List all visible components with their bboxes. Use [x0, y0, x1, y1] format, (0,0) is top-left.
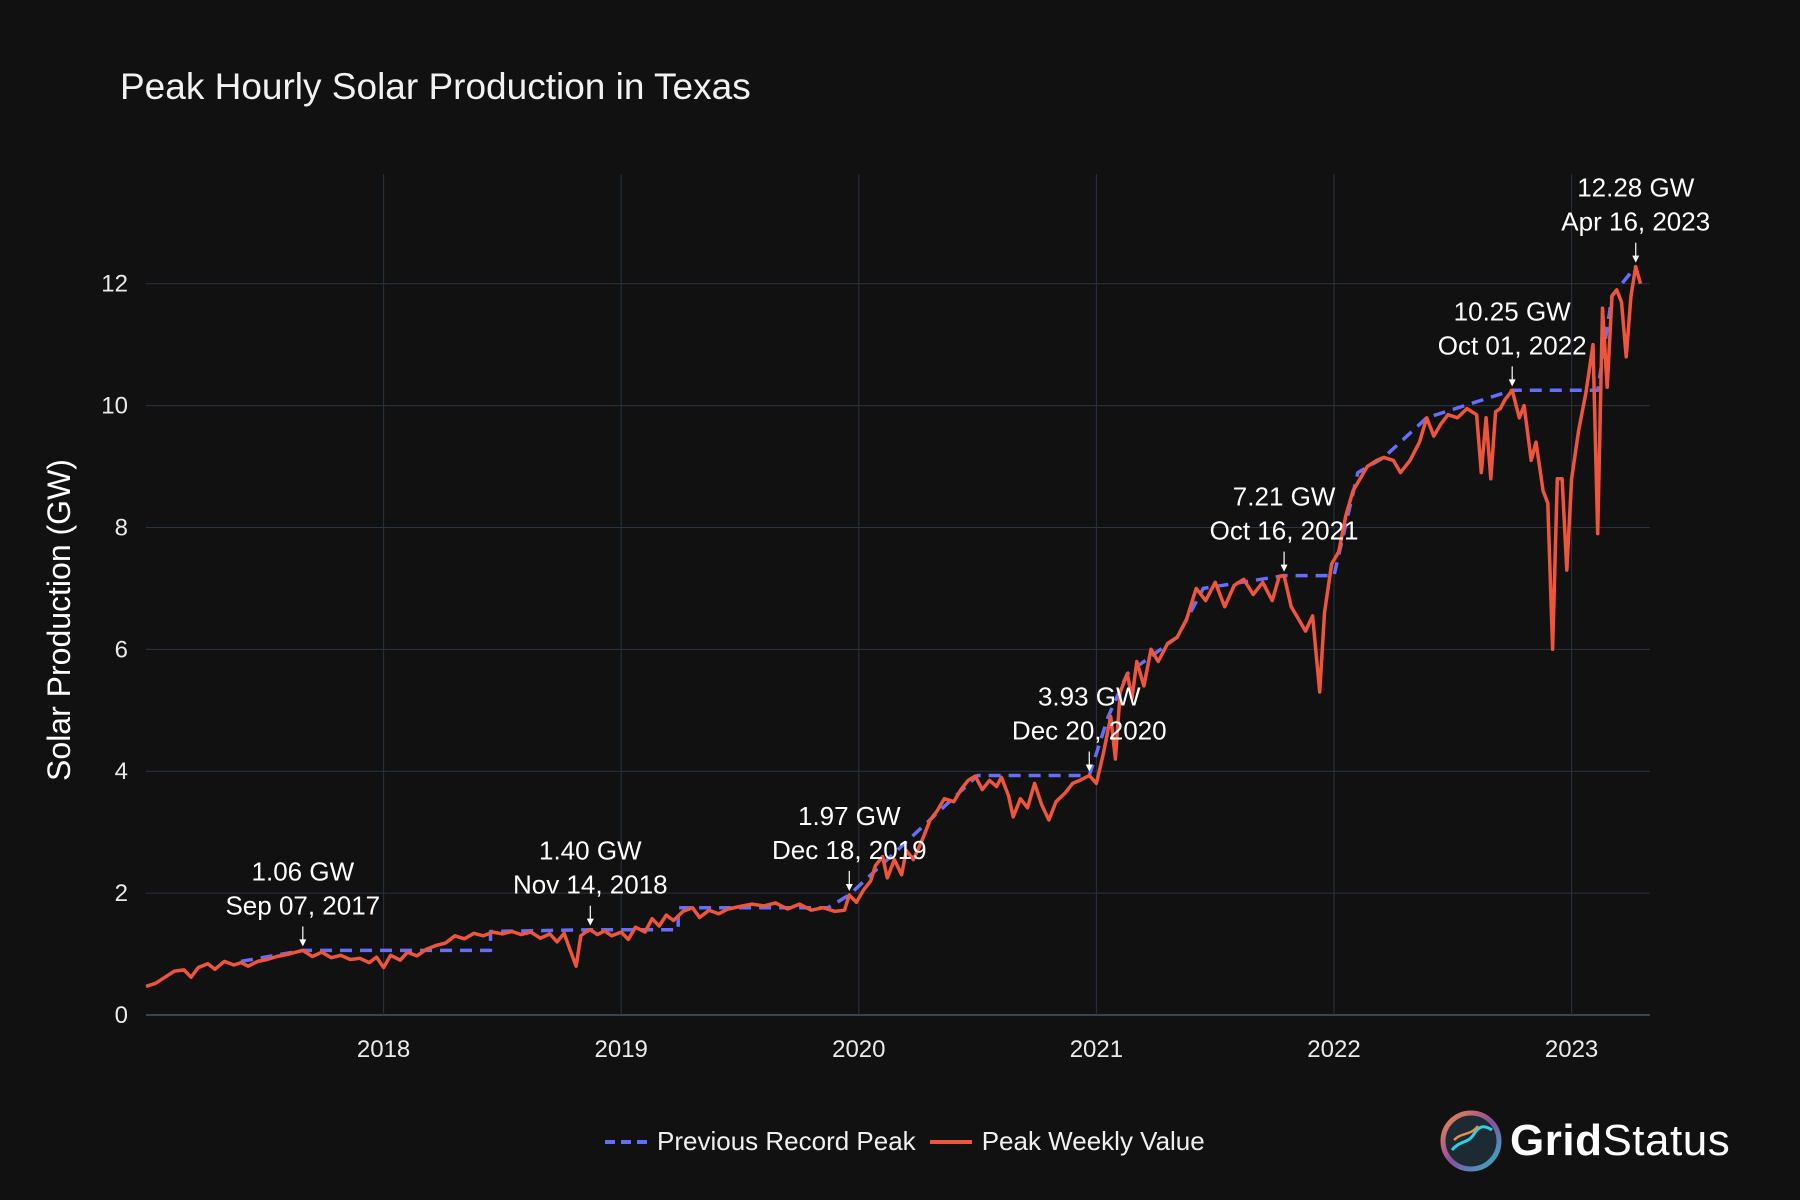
grid-status-logo-icon	[1440, 1110, 1502, 1172]
brand-name-regular: Status	[1602, 1116, 1731, 1165]
annotation-value: 12.28 GW	[1577, 173, 1695, 203]
legend-item-peak-weekly-value[interactable]: Peak Weekly Value	[929, 1126, 1205, 1157]
series-line-peak-weekly-value	[145, 264, 1643, 989]
y-tick-label: 12	[101, 271, 128, 298]
annotation-arrowhead	[1508, 379, 1516, 387]
brand-logo: GridStatus	[1440, 1110, 1730, 1172]
y-tick-label: 6	[115, 636, 128, 663]
legend: Previous Record Peak Peak Weekly Value	[605, 1126, 1219, 1157]
legend-label: Previous Record Peak	[657, 1126, 916, 1156]
x-tick-label: 2018	[357, 1036, 410, 1063]
brand-name: GridStatus	[1510, 1116, 1730, 1166]
annotation-date: Oct 16, 2021	[1210, 516, 1359, 546]
x-tick-label: 2021	[1070, 1036, 1123, 1063]
axis-layer: 0 2 4 6 8 10 12 2018 2019 2020 2021 2022 2023	[101, 271, 1598, 1063]
annotation-date: Sep 07, 2017	[225, 890, 380, 920]
annotation-arrowhead	[1632, 255, 1640, 263]
annotation-layer: Sep 07, 2017 1.06 GW Nov 14, 2018 1.40 GW De…	[225, 173, 1710, 947]
grid-layer	[146, 174, 1650, 1016]
x-tick-label: 2023	[1545, 1036, 1598, 1063]
chart-title: Peak Hourly Solar Production in Texas	[120, 66, 751, 107]
annotation-value: 7.21 GW	[1233, 482, 1336, 512]
x-tick-label: 2020	[832, 1036, 885, 1063]
annotation-value: 1.06 GW	[252, 856, 355, 886]
annotation-value: 3.93 GW	[1038, 681, 1141, 711]
dashed-line-icon	[605, 1139, 647, 1144]
legend-label: Peak Weekly Value	[981, 1126, 1205, 1156]
y-tick-label: 2	[115, 880, 128, 907]
annotation-date: Dec 20, 2020	[1012, 715, 1167, 745]
y-axis-label: Solar Production (GW)	[41, 459, 77, 781]
series-layer	[145, 264, 1643, 989]
annotation-arrowhead	[586, 918, 594, 926]
x-tick-label: 2019	[595, 1036, 648, 1063]
y-tick-label: 8	[115, 514, 128, 541]
annotation-date: Nov 14, 2018	[513, 870, 668, 900]
legend-item-previous-record-peak[interactable]: Previous Record Peak	[605, 1126, 916, 1157]
y-tick-label: 10	[101, 393, 128, 420]
annotation-value: 1.40 GW	[539, 836, 642, 866]
x-tick-label: 2022	[1307, 1036, 1360, 1063]
annotation-date: Oct 01, 2022	[1438, 330, 1587, 360]
y-tick-label: 0	[115, 1002, 128, 1029]
annotation-arrowhead	[299, 939, 307, 947]
brand-name-bold: Grid	[1510, 1116, 1603, 1165]
solid-line-icon	[929, 1139, 972, 1144]
annotation-arrowhead	[845, 883, 853, 891]
series-line-previous-record-peak	[240, 265, 1638, 964]
annotation-arrowhead	[1280, 564, 1288, 572]
annotation-arrowhead	[1085, 764, 1093, 772]
annotation-value: 10.25 GW	[1454, 296, 1572, 326]
annotation-value: 1.97 GW	[798, 801, 901, 831]
y-tick-label: 4	[115, 758, 128, 785]
annotation-date: Dec 18, 2019	[772, 835, 927, 865]
annotation-date: Apr 16, 2023	[1561, 207, 1710, 237]
